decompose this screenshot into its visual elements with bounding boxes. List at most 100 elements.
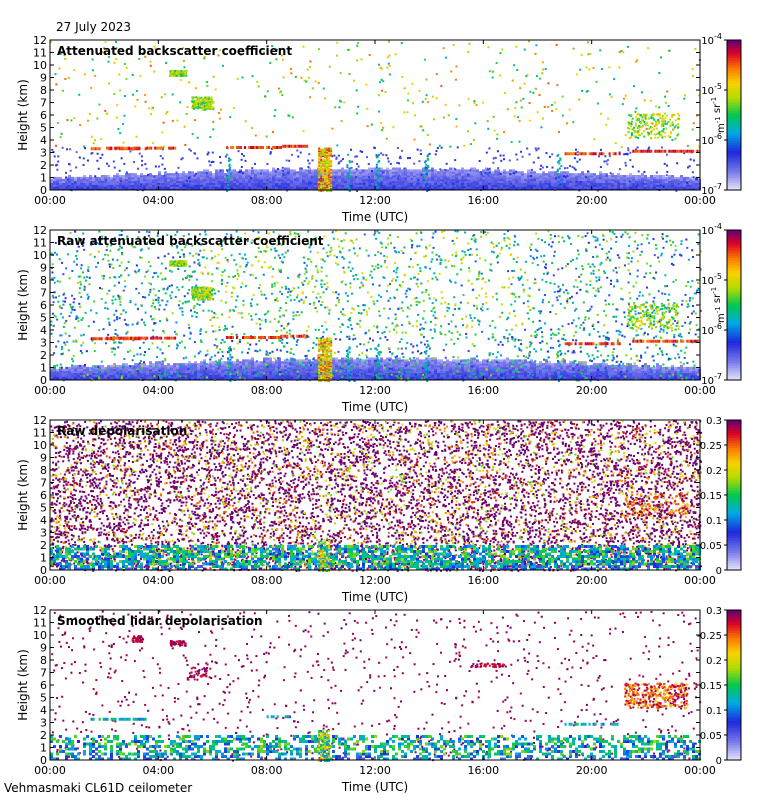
y-tick-label: 0 xyxy=(40,374,47,387)
colorbar-segment xyxy=(727,85,741,89)
y-tick-label: 7 xyxy=(40,97,47,110)
colorbar-segment xyxy=(727,260,741,264)
colorbar-tick-label: 0.1 xyxy=(706,516,722,527)
colorbar-segment xyxy=(727,665,741,669)
colorbar-segment xyxy=(727,247,741,251)
y-tick-label: 6 xyxy=(40,109,47,122)
colorbar-tick-label: 0.1 xyxy=(706,706,722,717)
colorbar-segment xyxy=(727,675,741,679)
colorbar-segment xyxy=(727,127,741,131)
colorbar-segment xyxy=(727,622,741,626)
colorbar-tick-label: 0 xyxy=(716,566,722,577)
x-tick-label: 00:00 xyxy=(684,194,716,207)
y-tick-label: 9 xyxy=(40,642,47,655)
colorbar-segment xyxy=(727,265,741,269)
colorbar-segment xyxy=(727,610,741,614)
colorbar-segment xyxy=(727,312,741,316)
y-tick-label: 4 xyxy=(40,514,47,527)
colorbar-segment xyxy=(727,145,741,149)
x-axis-label: Time (UTC) xyxy=(341,590,408,604)
colorbar-segment xyxy=(727,617,741,621)
y-tick-label: 12 xyxy=(33,604,47,617)
y-tick-label: 10 xyxy=(33,249,47,262)
colorbar-segment xyxy=(727,40,741,44)
colorbar-segment xyxy=(727,310,741,314)
colorbar-segment xyxy=(727,442,741,446)
x-tick-label: 08:00 xyxy=(251,764,283,777)
y-tick-label: 9 xyxy=(40,262,47,275)
colorbar-segment xyxy=(727,422,741,426)
colorbar-segment xyxy=(727,232,741,236)
colorbar-segment xyxy=(727,60,741,64)
x-tick-label: 16:00 xyxy=(467,384,499,397)
colorbar-segment xyxy=(727,495,741,499)
colorbar-tick-label: 10-5 xyxy=(701,272,722,287)
colorbar-segment xyxy=(727,730,741,734)
colorbar-segment xyxy=(727,457,741,461)
colorbar-tick-label: 10-6 xyxy=(701,132,722,147)
y-tick-label: 10 xyxy=(33,59,47,72)
colorbar-segment xyxy=(727,97,741,101)
colorbar-segment xyxy=(727,542,741,546)
colorbar-segment xyxy=(727,140,741,144)
colorbar-tick-label: 0.3 xyxy=(706,416,722,427)
colorbar-segment xyxy=(727,240,741,244)
colorbar-segment xyxy=(727,185,741,189)
colorbar-segment xyxy=(727,250,741,254)
x-tick-label: 16:00 xyxy=(467,764,499,777)
y-tick-label: 8 xyxy=(40,274,47,287)
colorbar-segment xyxy=(727,455,741,459)
colorbar-segment xyxy=(727,147,741,151)
x-tick-label: 04:00 xyxy=(142,194,174,207)
colorbar-segment xyxy=(727,667,741,671)
colorbar-segment xyxy=(727,95,741,99)
colorbar-segment xyxy=(727,360,741,364)
y-tick-label: 7 xyxy=(40,477,47,490)
colorbar-segment xyxy=(727,517,741,521)
colorbar-tick-label: 10-6 xyxy=(701,322,722,337)
colorbar: 10-7 10-6 10-5 10-4 m-1 sr-1 xyxy=(701,222,742,387)
x-axis-label: Time (UTC) xyxy=(341,780,408,794)
colorbar-segment xyxy=(727,452,741,456)
colorbar-segment xyxy=(727,485,741,489)
colorbar-segment xyxy=(727,52,741,56)
colorbar-segment xyxy=(727,670,741,674)
colorbar-segment xyxy=(727,757,741,761)
colorbar-segment xyxy=(727,645,741,649)
colorbar-segment xyxy=(727,152,741,156)
colorbar-segment xyxy=(727,110,741,114)
colorbar-segment xyxy=(727,530,741,534)
colorbar-segment xyxy=(727,752,741,756)
colorbar-tick-label: 0.2 xyxy=(706,466,722,477)
colorbar-segment xyxy=(727,537,741,541)
colorbar-segment xyxy=(727,75,741,79)
colorbar-segment xyxy=(727,122,741,126)
x-tick-label: 12:00 xyxy=(359,194,391,207)
y-tick-label: 3 xyxy=(40,717,47,730)
colorbar-tick-label: 10-4 xyxy=(701,32,722,47)
colorbar-segment xyxy=(727,642,741,646)
panel-title: Attenuated backscatter coefficient xyxy=(57,44,292,58)
colorbar-segment xyxy=(727,92,741,96)
colorbar-segment xyxy=(727,355,741,359)
colorbar-segment xyxy=(727,245,741,249)
colorbar-segment xyxy=(727,57,741,61)
colorbar-segment xyxy=(727,272,741,276)
colorbar-segment xyxy=(727,535,741,539)
date-label: 27 July 2023 xyxy=(56,20,131,34)
y-tick-label: 7 xyxy=(40,287,47,300)
y-tick-label: 4 xyxy=(40,704,47,717)
colorbar-segment xyxy=(727,102,741,106)
y-tick-label: 0 xyxy=(40,184,47,197)
x-tick-label: 20:00 xyxy=(576,384,608,397)
colorbar-segment xyxy=(727,322,741,326)
colorbar-segment xyxy=(727,77,741,81)
x-tick-label: 04:00 xyxy=(142,574,174,587)
colorbar-tick-label: 0.05 xyxy=(700,541,722,552)
colorbar-segment xyxy=(727,107,741,111)
colorbar-segment xyxy=(727,115,741,119)
colorbar-segment xyxy=(727,467,741,471)
colorbar-segment xyxy=(727,70,741,74)
colorbar-segment xyxy=(727,135,741,139)
colorbar-segment xyxy=(727,277,741,281)
